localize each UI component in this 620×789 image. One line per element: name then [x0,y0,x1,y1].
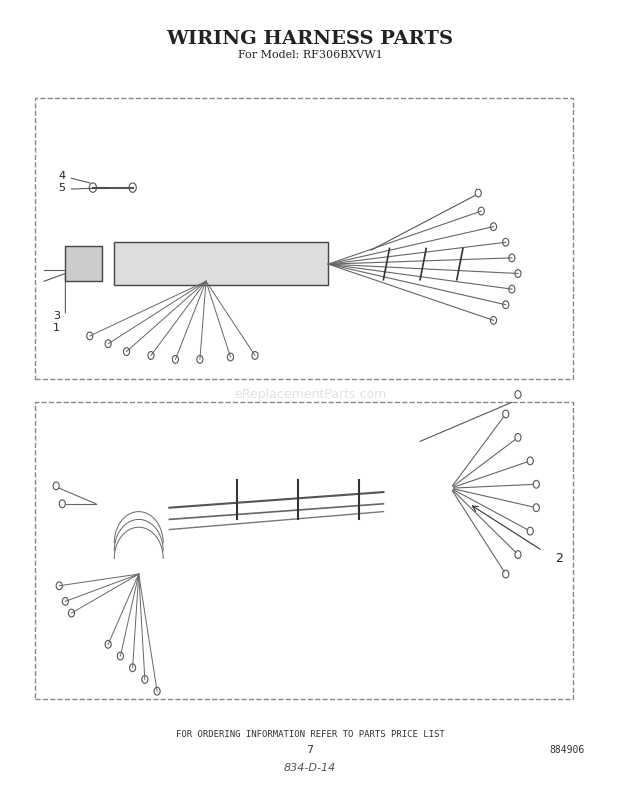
Text: 7: 7 [306,745,314,755]
Text: 884906: 884906 [549,745,585,755]
Text: WIRING HARNESS PARTS: WIRING HARNESS PARTS [167,30,453,48]
Text: FOR ORDERING INFORMATION REFER TO PARTS PRICE LIST: FOR ORDERING INFORMATION REFER TO PARTS … [175,730,445,739]
Bar [35,98,573,379]
Text: 3: 3 [53,312,60,321]
Bar [114,242,329,285]
Text: eReplacementParts.com: eReplacementParts.com [234,388,386,401]
Text: 4: 4 [58,171,65,181]
Text: For Model: RF306BXVW1: For Model: RF306BXVW1 [237,50,383,60]
Text: 2: 2 [555,552,562,565]
Text: 834-D-14: 834-D-14 [284,763,336,772]
Text: 5: 5 [58,182,65,193]
Bar [65,246,102,282]
Text: 1: 1 [53,323,60,333]
Bar [35,402,573,699]
